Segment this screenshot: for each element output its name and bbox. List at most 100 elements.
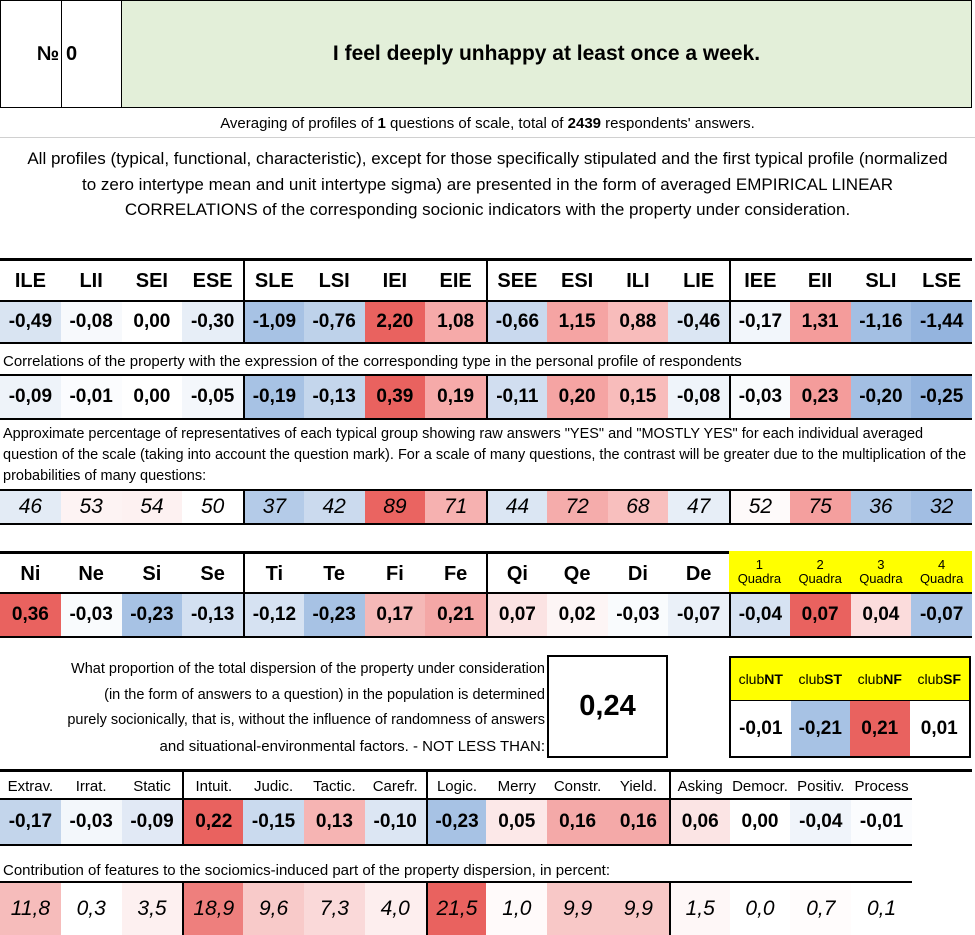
- type-value: -0,76: [303, 302, 365, 342]
- club-name: NF: [883, 671, 902, 687]
- contribution-value: 18,9: [182, 883, 244, 935]
- quadra-number: 3: [877, 557, 885, 572]
- function-label: Se: [200, 562, 225, 585]
- trait-value: 0,16: [608, 800, 669, 844]
- percentage-value: 42: [303, 491, 365, 523]
- quadra-number: 2: [816, 557, 824, 572]
- type-label: SEE: [486, 261, 547, 301]
- function-value: -0,03: [607, 594, 669, 636]
- trait-label: Process: [854, 777, 909, 795]
- function-label: Ti: [243, 554, 304, 594]
- type-value: -0,30: [182, 302, 243, 342]
- club-prefix: club: [738, 671, 765, 687]
- dispersion-line-4: and situational-environmental factors. -…: [159, 738, 545, 756]
- club-label: club SF: [909, 658, 969, 700]
- trait-value: 0,00: [729, 800, 791, 844]
- function-value: 0,02: [546, 594, 608, 636]
- quadra-value: -0,04: [729, 594, 790, 636]
- contribution-value: 4,0: [364, 883, 426, 935]
- club-value: 0,21: [850, 700, 910, 756]
- type-label: LII: [79, 269, 103, 292]
- type-value: -0,66: [486, 302, 547, 342]
- function-value: -0,07: [668, 594, 729, 636]
- percentage-value: 36: [850, 491, 912, 523]
- types-block: ILE LII SEI ESE SLE LSI IEI EIE SEE ESI ILI LIE IEE E…: [0, 258, 972, 525]
- percentage-value: 54: [121, 491, 183, 523]
- clubs-block: club NT club ST club NF club SF -0,01 -0,21 0,21 0…: [729, 656, 971, 758]
- percentage-value: 68: [607, 491, 669, 523]
- contribution-value: 0,1: [851, 883, 912, 935]
- trait-label: Logic.: [425, 772, 487, 800]
- percentage-value: 32: [911, 491, 972, 523]
- contribution-value: 21,5: [425, 883, 487, 935]
- trait-label: Carefr.: [372, 777, 418, 795]
- function-value: 0,21: [425, 594, 486, 636]
- averaging-post: respondents' answers.: [601, 115, 755, 132]
- correlation-value: 0,23: [789, 376, 851, 418]
- function-label: Te: [323, 562, 346, 585]
- function-value: -0,23: [121, 594, 183, 636]
- function-label: Ni: [20, 562, 41, 585]
- trait-value: -0,17: [0, 800, 61, 844]
- number-value: 0: [66, 42, 78, 65]
- percentage-value: 52: [729, 491, 790, 523]
- trait-label: Positiv.: [797, 777, 845, 795]
- function-label: Fe: [443, 562, 468, 585]
- contribution-value: 0,3: [60, 883, 122, 935]
- quadra-value: 0,07: [789, 594, 851, 636]
- number-cell: №: [0, 0, 62, 108]
- club-value: -0,01: [731, 700, 791, 756]
- function-value: -0,23: [303, 594, 365, 636]
- club-label: club ST: [790, 658, 850, 700]
- percentage-value: 44: [486, 491, 547, 523]
- quadra-label: 2 Quadra: [789, 551, 851, 593]
- correlation-value: -0,13: [303, 376, 365, 418]
- trait-value: -0,03: [60, 800, 122, 844]
- quadra-word: Quadra: [859, 571, 903, 586]
- averaging-line: Averaging of profiles of 1 questions of …: [0, 110, 975, 138]
- type-value: -0,49: [0, 302, 61, 342]
- function-label: Qi: [486, 554, 547, 594]
- type-label: ILI: [626, 269, 650, 292]
- percentage-value: 72: [546, 491, 608, 523]
- club-name: SF: [943, 671, 962, 687]
- contribution-value: 1,5: [668, 883, 730, 935]
- trait-value: 0,06: [668, 800, 730, 844]
- club-prefix: club: [917, 671, 944, 687]
- trait-label: Extrav.: [7, 777, 54, 795]
- correlation-value: -0,08: [668, 376, 729, 418]
- club-label: club NF: [850, 658, 910, 700]
- trait-label: Democr.: [732, 777, 788, 795]
- traits-block: Extrav. Irrat. Static Intuit. Judic. Tactic. C…: [0, 769, 972, 935]
- trait-label: Irrat.: [75, 777, 107, 795]
- percentage-value: 75: [789, 491, 851, 523]
- type-label: EII: [807, 269, 833, 292]
- type-value: 2,20: [364, 302, 426, 342]
- percentage-value: 89: [364, 491, 426, 523]
- type-label: IEE: [729, 261, 790, 301]
- contribution-value: 9,9: [547, 883, 608, 935]
- percentage-value: 46: [0, 491, 61, 523]
- trait-label: Judic.: [253, 777, 294, 795]
- function-value: 0,17: [364, 594, 426, 636]
- correlation-value: 0,00: [121, 376, 183, 418]
- club-name: NT: [764, 671, 783, 687]
- percentage-value: 71: [425, 491, 486, 523]
- quadra-word: Quadra: [737, 571, 782, 586]
- correlation-value: -0,25: [911, 376, 972, 418]
- function-value: -0,12: [243, 594, 304, 636]
- trait-value: 0,22: [182, 800, 244, 844]
- contribution-note: Contribution of features to the sociomic…: [3, 861, 610, 879]
- contribution-value: 9,9: [608, 883, 669, 935]
- correlation-value: 0,20: [546, 376, 608, 418]
- trait-value: -0,10: [364, 800, 426, 844]
- function-value: 0,36: [0, 594, 61, 636]
- trait-label: Tactic.: [313, 777, 356, 795]
- type-value: -1,44: [911, 302, 972, 342]
- type-value: -1,09: [243, 302, 304, 342]
- contribution-value: 0,0: [729, 883, 791, 935]
- type-value: -1,16: [850, 302, 912, 342]
- type-label: IEI: [382, 269, 408, 292]
- dispersion-line-3: purely socionically, that is, without th…: [67, 712, 545, 729]
- contribution-value: 3,5: [121, 883, 183, 935]
